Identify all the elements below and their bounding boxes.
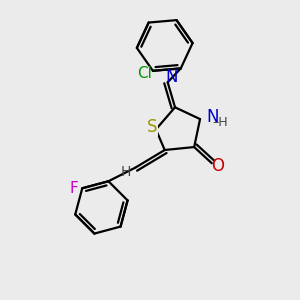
- Text: N: N: [165, 68, 178, 86]
- Text: S: S: [147, 118, 158, 136]
- Text: O: O: [211, 157, 224, 175]
- Text: N: N: [206, 108, 219, 126]
- Text: H: H: [121, 165, 131, 179]
- Text: F: F: [69, 181, 78, 196]
- Text: Cl: Cl: [136, 66, 152, 81]
- Text: –H: –H: [212, 116, 228, 129]
